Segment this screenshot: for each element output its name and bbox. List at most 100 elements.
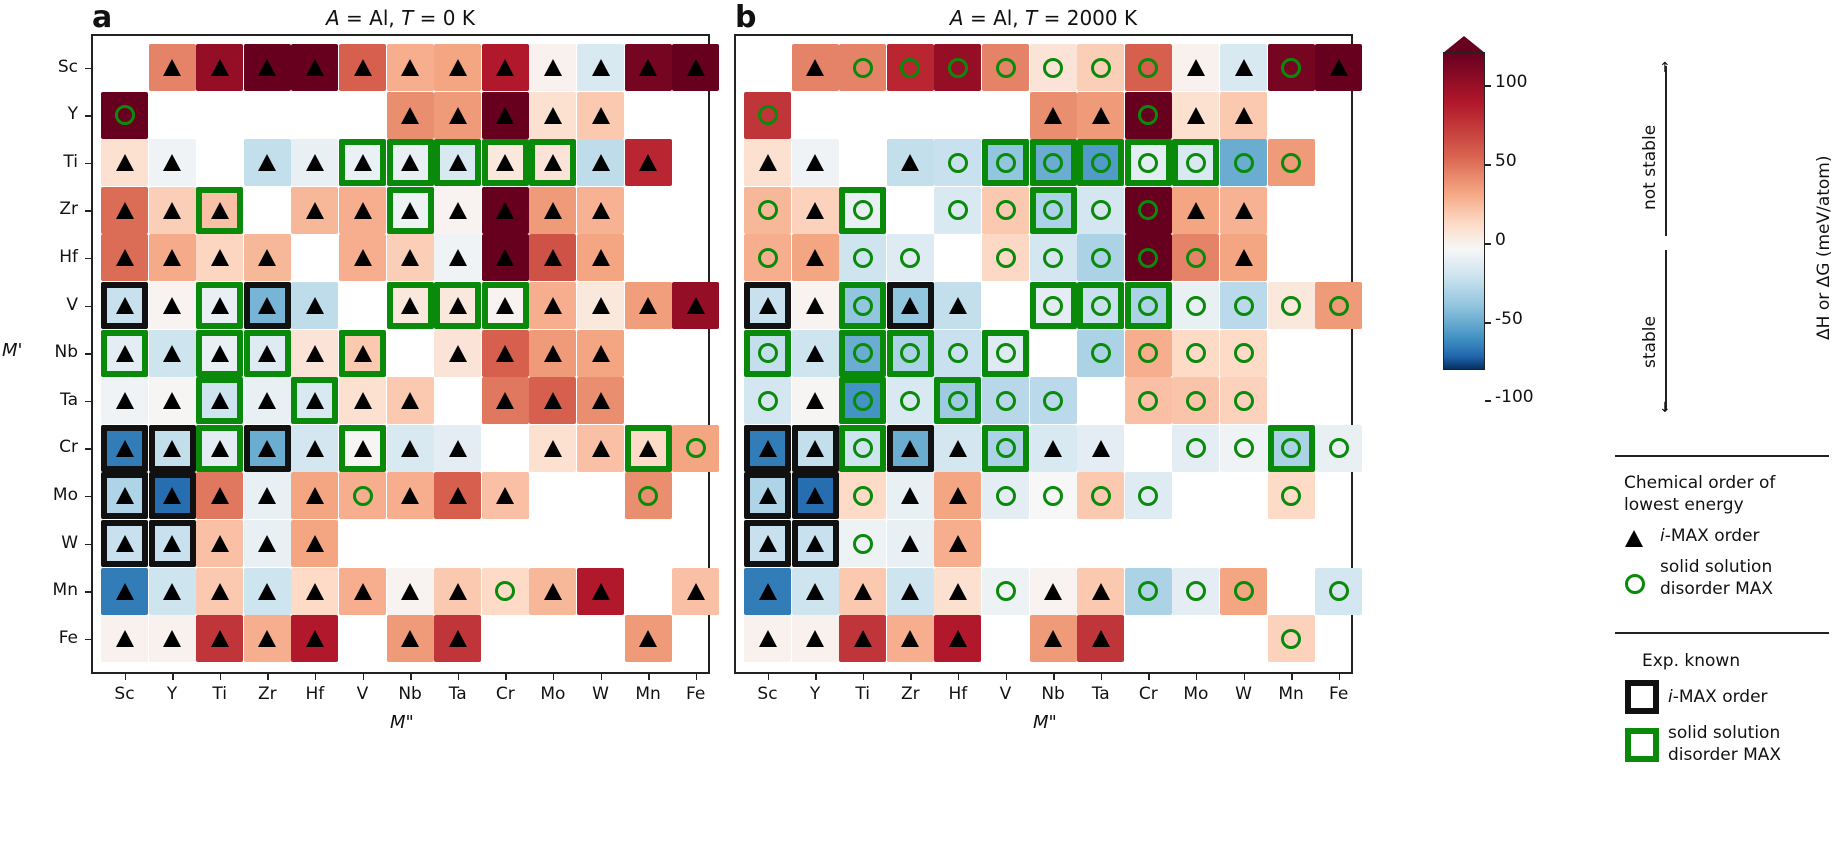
heatmap-cell-W-Ti (196, 520, 244, 567)
legend-ss-line2: disorder MAX (1660, 579, 1774, 599)
circle-marker-icon (757, 390, 778, 411)
triangle-marker-icon (163, 630, 182, 648)
legend-title-line2: lowest energy (1624, 495, 1744, 515)
heatmap-cell-Hf-Nb (386, 234, 434, 282)
heatmap-cell-Cr-W (1220, 424, 1267, 472)
y-tick-label: W (61, 532, 78, 553)
circle-marker-icon (1138, 57, 1159, 78)
triangle-marker-icon (591, 154, 610, 172)
heatmap-cell-Hf-W (577, 234, 624, 282)
x-tick-mark (862, 674, 865, 680)
x-tick-label: Zr (900, 684, 920, 704)
legend-exp-ss-line2: disorder MAX (1668, 745, 1782, 765)
triangle-marker-icon (1091, 439, 1110, 457)
y-tick-label: Fe (58, 627, 78, 648)
heatmap-cell-Hf-Sc (101, 234, 148, 282)
heatmap-cell-V-Sc (744, 282, 791, 329)
triangle-marker-icon (496, 392, 515, 410)
heatmap-cell-Ti-Nb (1029, 139, 1077, 187)
title-a-symbol: A (325, 6, 340, 30)
y-tick-label: Ta (60, 389, 78, 410)
triangle-marker-icon (496, 106, 515, 124)
triangle-marker-icon (901, 439, 920, 457)
title-a-eq: = Al, (339, 6, 402, 30)
triangle-marker-icon (353, 249, 372, 267)
heatmap-cell-Cr-Mn (1267, 424, 1315, 472)
cbar-tick-label: 100 (1495, 72, 1528, 92)
heatmap-cell-Nb-V (339, 329, 386, 377)
heatmap-cell-Zr-Nb (1029, 186, 1077, 234)
heatmap-cell-Ti-Cr (1124, 139, 1172, 187)
y-tick-label: Hf (59, 246, 78, 267)
circle-marker-icon (1185, 295, 1206, 316)
heatmap-cell-Hf-Zr (243, 234, 291, 282)
heatmap-cell-Ta-Nb (386, 377, 434, 425)
heatmap-cell-Mo-V (339, 472, 386, 520)
heatmap-cell-Fe-Sc (101, 615, 148, 663)
heatmap-cell-Nb-Ti (839, 329, 887, 377)
heatmap-cell-Cr-Ti (196, 424, 244, 472)
circle-marker-icon (1233, 438, 1254, 459)
x-tick-label: Sc (114, 684, 135, 704)
triangle-marker-icon (258, 59, 277, 76)
legend-ss-line1: solid solution (1660, 557, 1773, 577)
x-tick-label: Mn (635, 684, 661, 704)
circle-marker-icon (947, 343, 968, 364)
heatmap-cell-Mn-Cr (481, 567, 529, 615)
y-tick-mark (85, 543, 91, 545)
heatmap-cell-Sc-Cr (481, 44, 529, 91)
heatmap-cell-Mn-Zr (886, 567, 934, 615)
heatmap-cell-Cr-Mo (529, 424, 577, 472)
heatmap-cell-Y-Nb (386, 91, 434, 139)
triangle-marker-icon (210, 59, 229, 76)
heatmap-cell-Sc-Ta (434, 44, 482, 91)
heatmap-cell-Ta-Zr (886, 377, 934, 425)
heatmap-cell-Mn-Fe (672, 567, 720, 615)
panel-a-letter: a (92, 0, 113, 35)
triangle-marker-icon (163, 59, 182, 76)
heatmap-cell-Mn-Nb (1029, 567, 1077, 615)
x-tick-mark (1053, 674, 1055, 680)
circle-marker-icon (1138, 152, 1159, 173)
triangle-marker-icon (758, 439, 777, 457)
triangle-marker-icon (1329, 59, 1348, 76)
circle-marker-icon (757, 105, 778, 126)
title-t-symbol: T (1025, 6, 1038, 30)
heatmap-cell-Mn-Ti (196, 567, 244, 615)
triangle-marker-icon (1234, 59, 1253, 76)
circle-marker-icon (1043, 247, 1064, 268)
heatmap-cell-Mo-Sc (744, 472, 791, 520)
heatmap-cell-Hf-Y (791, 234, 839, 282)
triangle-marker-icon (806, 439, 825, 457)
heatmap-cell-Ti-W (1220, 139, 1267, 187)
heatmap-cell-W-Sc (744, 520, 791, 567)
x-tick-mark (648, 674, 650, 680)
triangle-marker-icon (1234, 106, 1253, 124)
heatmap-cell-Ta-Zr (243, 377, 291, 425)
triangle-marker-icon (210, 630, 229, 648)
heatmap-cell-Hf-W (1220, 234, 1267, 282)
triangle-marker-icon (1044, 582, 1063, 600)
circle-marker-icon (1043, 390, 1064, 411)
heatmap-cell-Ta-Sc (744, 377, 791, 425)
triangle-marker-icon (258, 297, 277, 314)
circle-marker-icon (685, 438, 706, 459)
x-tick-label: Nb (398, 684, 422, 704)
circle-marker-icon (1281, 485, 1302, 506)
heatmap-cell-Fe-Hf (934, 615, 982, 663)
circle-marker-icon (947, 390, 968, 411)
y-tick-mark (85, 591, 91, 593)
triangle-marker-icon (496, 344, 515, 362)
heatmap-cell-Ti-Sc (744, 139, 791, 187)
circle-marker-icon (1185, 152, 1206, 173)
triangle-marker-icon (591, 439, 610, 457)
heatmap-cell-Fe-Hf (291, 615, 339, 663)
x-tick-label: Cr (495, 684, 515, 704)
cbar-tick (1485, 322, 1491, 324)
circle-marker-icon (1043, 295, 1064, 316)
circle-marker-icon (1090, 295, 1111, 316)
panel-a-title: A = Al, T = 0 K (92, 6, 709, 30)
triangle-marker-icon (401, 297, 420, 314)
x-tick-mark (552, 674, 555, 680)
heatmap-cell-Fe-Nb (386, 615, 434, 663)
